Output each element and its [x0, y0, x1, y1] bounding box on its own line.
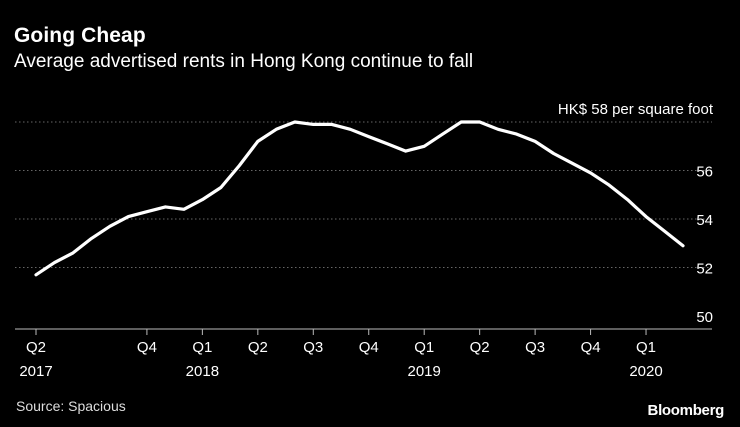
x-year-label-2018: 2018: [186, 363, 219, 380]
x-tick-label-9: Q4: [581, 339, 601, 356]
y-tick-label-54: 54: [696, 212, 713, 229]
series: [34, 120, 685, 277]
x-year-label-2020: 2020: [629, 363, 662, 380]
x-tick-label-5: Q4: [359, 339, 379, 356]
bloomberg-logo: Bloomberg: [647, 402, 725, 419]
x-tick-label-2: Q1: [192, 339, 212, 356]
x-tick-label-7: Q2: [470, 339, 490, 356]
series-line-0: [34, 120, 685, 277]
x-tick-label-10: Q1: [636, 339, 656, 356]
source-note: Source: Spacious: [16, 398, 126, 414]
y-tick-label-56: 56: [696, 164, 713, 181]
y-tick-label-50: 50: [696, 309, 713, 326]
x-tick-label-6: Q1: [414, 339, 434, 356]
x-tick-label-4: Q3: [303, 339, 323, 356]
x-year-label-2019: 2019: [408, 363, 441, 380]
x-tick-label-0: Q2: [26, 339, 46, 356]
chart-subtitle: Average advertised rents in Hong Kong co…: [14, 51, 474, 72]
tick-labels: 50 52 54 56 HK$ 58 per square foot Q2 2017 Q4 Q1…: [19, 101, 714, 380]
x-year-label-2017: 2017: [19, 363, 52, 380]
axes: [15, 328, 712, 335]
grid-lines: [15, 121, 712, 268]
y-unit-label: HK$ 58 per square foot: [558, 101, 714, 118]
x-tick-label-3: Q2: [248, 339, 268, 356]
chart-title: Going Cheap: [14, 24, 146, 47]
y-tick-label-52: 52: [696, 261, 713, 278]
x-tick-label-1: Q4: [137, 339, 157, 356]
x-tick-label-8: Q3: [525, 339, 545, 356]
